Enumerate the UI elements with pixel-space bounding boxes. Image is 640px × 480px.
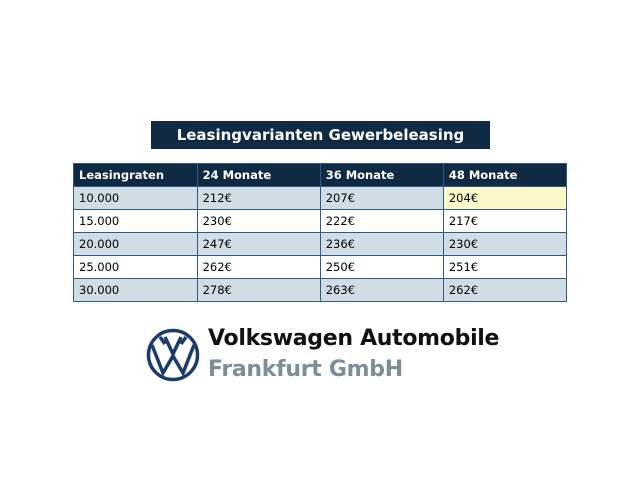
table-cell: 262€ [196,255,321,279]
brand-name: Volkswagen Automobile [208,326,500,351]
table-cell: 207€ [319,186,444,210]
table-cell: 262€ [442,278,568,302]
vw-logo-icon [146,328,200,382]
leasing-table: Leasingraten 24 Monate 36 Monate 48 Mona… [73,163,568,302]
table-cell: 250€ [319,255,444,279]
table-cell: 278€ [196,278,321,302]
header-cell: 48 Monate [442,163,568,187]
table-cell: 10.000 [73,186,198,210]
table-header-row: Leasingraten 24 Monate 36 Monate 48 Mona… [73,163,568,187]
highlighted-cell: 204€ [442,186,568,210]
table-cell: 222€ [319,209,444,233]
table-row: 20.000 247€ 236€ 230€ [73,232,568,256]
table-cell: 263€ [319,278,444,302]
header-cell: 24 Monate [196,163,321,187]
table-cell: 230€ [196,209,321,233]
table-cell: 230€ [442,232,568,256]
table-cell: 236€ [319,232,444,256]
header-cell: 36 Monate [319,163,444,187]
table-cell: 25.000 [73,255,198,279]
table-row: 30.000 278€ 263€ 262€ [73,278,568,302]
table-cell: 247€ [196,232,321,256]
table-cell: 217€ [442,209,568,233]
table-row: 25.000 262€ 250€ 251€ [73,255,568,279]
brand-location: Frankfurt GmbH [208,357,403,382]
page-title: Leasingvarianten Gewerbeleasing [151,121,490,149]
header-cell: Leasingraten [73,163,198,187]
table-row: 15.000 230€ 222€ 217€ [73,209,568,233]
table-cell: 251€ [442,255,568,279]
table-cell: 212€ [196,186,321,210]
table-row: 10.000 212€ 207€ 204€ [73,186,568,210]
table-cell: 20.000 [73,232,198,256]
table-cell: 30.000 [73,278,198,302]
table-cell: 15.000 [73,209,198,233]
